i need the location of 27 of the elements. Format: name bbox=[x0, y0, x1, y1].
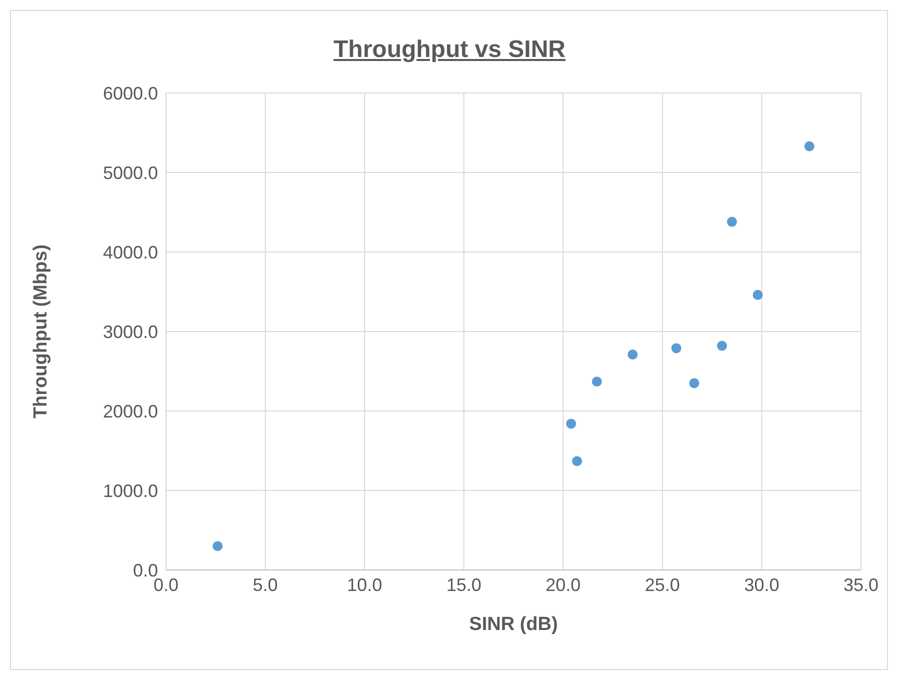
x-tick-label: 35.0 bbox=[843, 574, 879, 595]
x-axis-title: SINR (dB) bbox=[469, 614, 558, 635]
point bbox=[566, 418, 576, 429]
point bbox=[628, 350, 638, 360]
x-tick-label: 5.0 bbox=[252, 574, 278, 595]
x-tick-label: 20.0 bbox=[546, 574, 581, 595]
y-tick-label: 5000.0 bbox=[102, 162, 158, 183]
y-axis-title: Throughput (Mbps) bbox=[30, 244, 52, 419]
y-tick-label: 4000.0 bbox=[102, 242, 158, 262]
x-tick-label: 15.0 bbox=[446, 574, 482, 595]
x-tick-label: 25.0 bbox=[644, 574, 680, 595]
point bbox=[671, 343, 682, 354]
y-tick-label: 6000.0 bbox=[102, 83, 158, 104]
y-tick-label: 3000.0 bbox=[102, 322, 158, 342]
point bbox=[572, 456, 582, 466]
point bbox=[212, 541, 223, 552]
x-tick-label: 30.0 bbox=[744, 574, 780, 595]
point bbox=[689, 378, 700, 388]
point bbox=[804, 141, 814, 152]
point bbox=[752, 290, 763, 300]
x-tick-label: 10.0 bbox=[347, 574, 382, 595]
y-tick-label: 2000.0 bbox=[102, 401, 158, 422]
point bbox=[592, 376, 602, 387]
y-tick-label: 1000.0 bbox=[102, 480, 158, 501]
chart-title: Throughput vs SINR bbox=[332, 36, 566, 64]
point bbox=[717, 340, 727, 351]
point bbox=[726, 216, 737, 227]
